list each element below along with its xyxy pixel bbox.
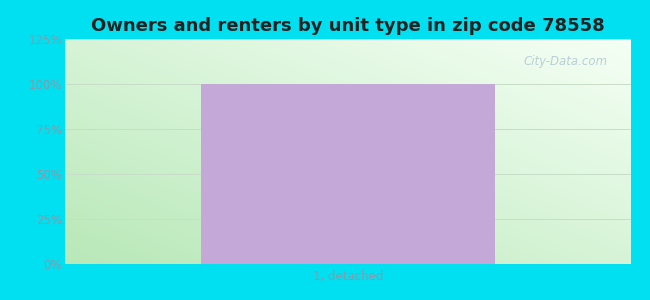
- Title: Owners and renters by unit type in zip code 78558: Owners and renters by unit type in zip c…: [91, 17, 604, 35]
- Bar: [201, 84, 495, 264]
- Text: City-Data.com: City-Data.com: [524, 55, 608, 68]
